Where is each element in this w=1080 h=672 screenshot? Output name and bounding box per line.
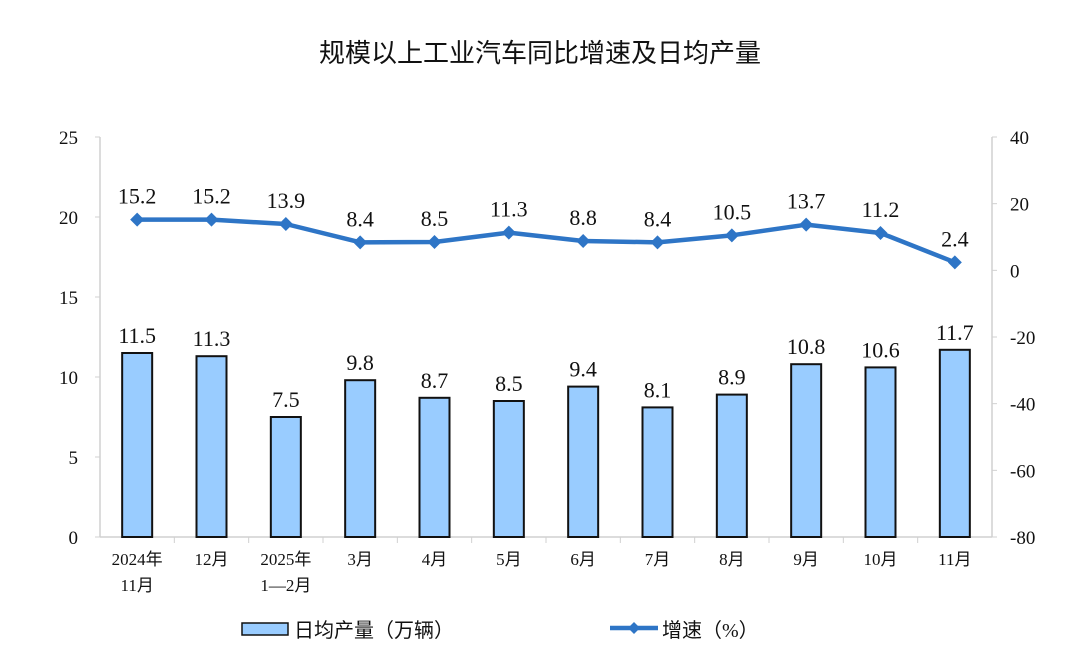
bar-data-label: 11.3 xyxy=(193,326,231,351)
growth-line xyxy=(137,217,956,265)
x-tick-label: 5月 xyxy=(496,550,522,569)
bar-data-label: 9.8 xyxy=(346,350,374,375)
line-marker xyxy=(947,255,962,270)
bar xyxy=(121,352,154,538)
x-tick-label: 11月 xyxy=(938,550,971,569)
line-data-label: 10.5 xyxy=(713,199,752,224)
bar xyxy=(418,396,451,538)
left-tick-label: 10 xyxy=(59,368,78,389)
left-tick-label: 5 xyxy=(69,448,79,469)
bar-data-label: 9.4 xyxy=(569,357,597,382)
right-tick-label: -20 xyxy=(1010,328,1035,349)
bar-data-label: 8.1 xyxy=(644,377,672,402)
line-marker xyxy=(278,217,293,231)
bar xyxy=(269,416,302,538)
bar-data-label: 8.9 xyxy=(718,365,746,390)
line-marker xyxy=(724,228,739,243)
x-tick-label: 11月 xyxy=(120,576,153,595)
line-marker xyxy=(873,226,888,240)
right-tick-label: -60 xyxy=(1010,461,1035,482)
bar-data-label: 11.7 xyxy=(936,320,974,345)
bar xyxy=(344,379,377,539)
bar xyxy=(938,348,971,538)
right-tick-label: -80 xyxy=(1010,528,1035,549)
bar xyxy=(195,355,228,539)
bar xyxy=(567,385,600,538)
line-data-label: 13.9 xyxy=(267,188,306,213)
x-tick-label: 8月 xyxy=(719,550,745,569)
bar-data-label: 11.5 xyxy=(118,323,156,348)
x-tick-label: 12月 xyxy=(195,550,229,569)
line-marker xyxy=(576,234,591,248)
right-tick-label: 0 xyxy=(1010,261,1020,282)
line-data-label: 15.2 xyxy=(192,184,231,209)
x-tick-label: 6月 xyxy=(570,550,596,569)
line-marker xyxy=(650,235,665,250)
bar xyxy=(864,366,897,538)
legend-bar-label: 日均产量（万辆） xyxy=(294,619,454,642)
line-data-label: 8.4 xyxy=(644,206,672,231)
bar-data-label: 10.8 xyxy=(787,334,826,359)
bar xyxy=(715,393,748,538)
left-tick-label: 20 xyxy=(59,208,78,229)
line-marker xyxy=(799,217,814,232)
line-data-label: 11.2 xyxy=(862,197,900,222)
x-tick-label: 3月 xyxy=(347,550,373,569)
line-data-label: 8.8 xyxy=(569,205,597,230)
line-data-label: 8.5 xyxy=(421,206,449,231)
line-data-label: 11.3 xyxy=(490,197,528,222)
left-tick-label: 25 xyxy=(59,128,78,149)
line-marker xyxy=(204,212,219,227)
legend-line-marker xyxy=(628,622,640,634)
right-tick-label: 20 xyxy=(1010,195,1029,216)
legend-line-label: 增速（%） xyxy=(662,619,759,642)
x-tick-label: 10月 xyxy=(864,550,898,569)
line-data-label: 2.4 xyxy=(941,226,969,251)
bar xyxy=(641,406,674,538)
x-tick-label: 7月 xyxy=(645,550,671,569)
bar-data-label: 7.5 xyxy=(272,387,300,412)
x-tick-label: 2025年 xyxy=(260,550,311,569)
bar-data-label: 8.7 xyxy=(421,368,449,393)
line-marker xyxy=(130,212,145,227)
chart-title: 规模以上工业汽车同比增速及日均产量 xyxy=(319,39,761,69)
line-data-label: 8.4 xyxy=(346,206,374,231)
legend-bar-swatch xyxy=(241,622,289,636)
bar-data-label: 8.5 xyxy=(495,371,523,396)
bar xyxy=(790,363,823,539)
bar-data-label: 10.6 xyxy=(861,337,900,362)
line-data-label: 13.7 xyxy=(787,189,826,214)
x-tick-label: 2024年 xyxy=(112,550,163,569)
x-tick-label: 9月 xyxy=(793,550,819,569)
line-marker xyxy=(353,235,368,250)
bar xyxy=(492,400,525,538)
x-tick-label: 4月 xyxy=(422,550,448,569)
line-data-label: 15.2 xyxy=(118,184,157,209)
left-tick-label: 15 xyxy=(59,288,78,309)
right-tick-label: 40 xyxy=(1010,128,1029,149)
line-marker xyxy=(501,225,516,240)
left-tick-label: 0 xyxy=(69,528,79,549)
right-tick-label: -40 xyxy=(1010,395,1035,416)
x-tick-label: 1—2月 xyxy=(260,576,311,595)
line-marker xyxy=(427,235,442,249)
